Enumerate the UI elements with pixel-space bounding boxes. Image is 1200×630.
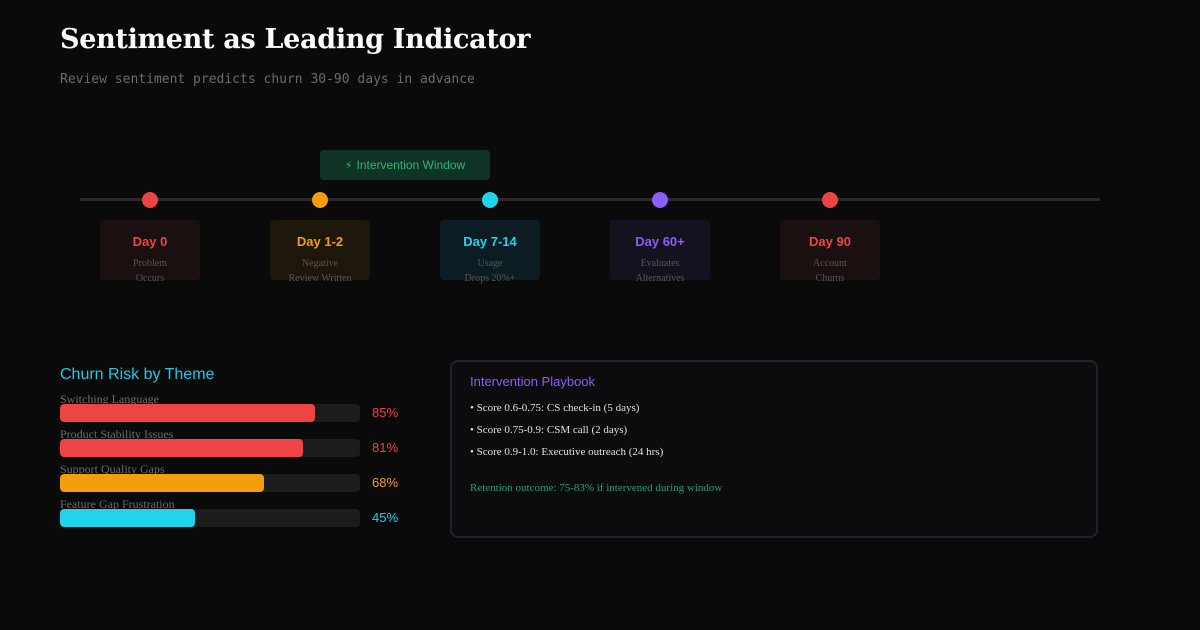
timeline-stage-day-7-14: Day 7-14 Usage Drops 20%+ <box>440 220 540 284</box>
risk-row-switching-language: Switching Language 85% <box>60 392 440 428</box>
churn-risk-title: Churn Risk by Theme <box>60 366 215 383</box>
timeline-dot-day-60 <box>652 192 668 208</box>
risk-bar-fill <box>60 474 264 492</box>
timeline-dot-day-7-14 <box>482 192 498 208</box>
risk-bar-fill <box>60 509 195 527</box>
stage-description-line: Review Written <box>288 273 352 284</box>
risk-percent: 85% <box>372 405 399 420</box>
playbook-title: Intervention Playbook <box>470 374 596 389</box>
intervention-window-label: Intervention Window <box>356 158 466 172</box>
stage-description-line: Churns <box>815 273 845 284</box>
timeline-stage-day-1-2: Day 1-2 Negative Review Written <box>270 220 370 284</box>
intervention-window-badge: ⚡ Intervention Window <box>320 150 490 180</box>
timeline-stage-day-60: Day 60+ Evaluates Alternatives <box>610 220 710 284</box>
risk-theme-name: Feature Gap Frustration <box>60 497 175 511</box>
stage-description-line: Negative <box>301 258 339 269</box>
risk-theme-name: Support Quality Gaps <box>60 462 165 476</box>
risk-percent: 68% <box>372 475 399 490</box>
playbook-item: • Score 0.75-0.9: CSM call (2 days) <box>470 424 628 436</box>
timeline-dot-day-1-2 <box>312 192 328 208</box>
stage-description-line: Problem <box>133 258 167 269</box>
stage-label: Day 1-2 <box>296 234 344 249</box>
stage-label: Day 90 <box>809 234 851 249</box>
risk-row-product-stability: Product Stability Issues 81% <box>60 427 440 463</box>
stage-label: Day 7-14 <box>463 234 517 249</box>
lightning-bolt-icon: ⚡ <box>344 159 353 172</box>
stage-label: Day 60+ <box>635 234 685 249</box>
timeline-stage-day-0: Day 0 Problem Occurs <box>100 220 200 284</box>
risk-row-feature-gap: Feature Gap Frustration 45% <box>60 497 440 533</box>
stage-description-line: Evaluates <box>640 258 680 269</box>
stage-description-line: Usage <box>477 258 503 269</box>
risk-bar-track <box>60 404 360 422</box>
risk-bar-track <box>60 474 360 492</box>
retention-outcome: Retention outcome: 75-83% if intervened … <box>470 482 723 494</box>
stage-description-line: Occurs <box>135 273 165 284</box>
stage-label: Day 0 <box>132 234 168 249</box>
risk-theme-name: Switching Language <box>60 392 159 406</box>
page-title: Sentiment as Leading Indicator <box>60 24 531 55</box>
timeline-dot-day-90 <box>822 192 838 208</box>
stage-description-line: Alternatives <box>635 273 685 284</box>
risk-row-support-quality: Support Quality Gaps 68% <box>60 462 440 498</box>
stage-description: Evaluates Alternatives <box>610 256 710 286</box>
stage-description-line: Account <box>813 258 847 269</box>
playbook-item: • Score 0.6-0.75: CS check-in (5 days) <box>470 402 640 414</box>
timeline-stage-day-90: Day 90 Account Churns <box>780 220 880 284</box>
risk-percent: 45% <box>372 510 399 525</box>
stage-description-line: Drops 20%+ <box>464 273 516 284</box>
risk-percent: 81% <box>372 440 399 455</box>
risk-bar-fill <box>60 404 315 422</box>
risk-bar-fill <box>60 439 303 457</box>
stage-description: Negative Review Written <box>270 256 370 286</box>
stage-description: Problem Occurs <box>100 256 200 286</box>
risk-theme-name: Product Stability Issues <box>60 427 174 441</box>
stage-description: Account Churns <box>780 256 880 286</box>
timeline-dot-day-0 <box>142 192 158 208</box>
risk-bar-track <box>60 439 360 457</box>
stage-description: Usage Drops 20%+ <box>440 256 540 286</box>
timeline-line <box>80 198 1100 201</box>
intervention-playbook-panel: Intervention Playbook • Score 0.6-0.75: … <box>450 360 1098 538</box>
risk-bar-track <box>60 509 360 527</box>
page-subtitle: Review sentiment predicts churn 30-90 da… <box>60 72 475 87</box>
playbook-item: • Score 0.9-1.0: Executive outreach (24 … <box>470 446 664 458</box>
